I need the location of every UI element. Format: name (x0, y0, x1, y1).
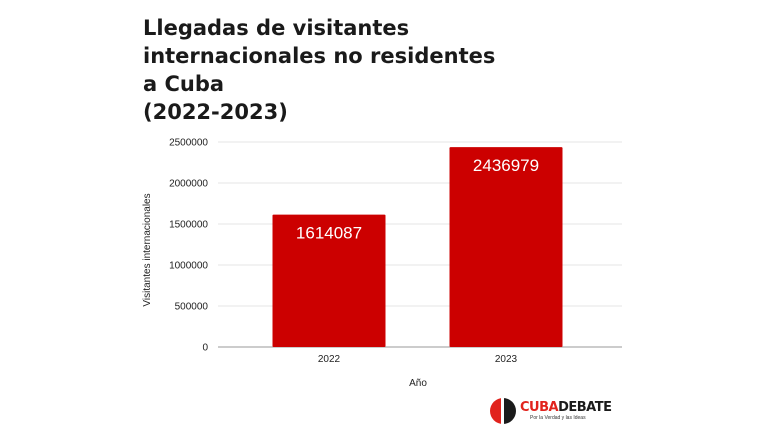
y-axis-label: Visitantes internacionales (142, 193, 153, 306)
y-tick-labels: 0 500000 1000000 1500000 2000000 2500000 (169, 138, 208, 354)
y-tick-label: 1000000 (169, 261, 208, 272)
x-tick-label: 2022 (318, 354, 341, 365)
y-tick-label: 2000000 (169, 179, 208, 190)
data-label-2023: 2436979 (473, 156, 539, 175)
bar-2022 (272, 214, 386, 347)
logo-part1: CUBA (520, 399, 559, 415)
x-tick-labels: 2022 2023 (318, 354, 518, 365)
chart-title: Llegadas de visitantes internacionales n… (143, 14, 503, 126)
logo-tagline: Por la Verdad y las Ideas (530, 414, 586, 421)
x-tick-label: 2023 (495, 354, 518, 365)
y-tick-label: 2500000 (169, 138, 208, 149)
y-tick-label: 500000 (175, 302, 209, 313)
title-line-2: internacionales no residentes a Cuba (143, 44, 496, 96)
x-axis-label: Año (409, 378, 427, 389)
bar-2023 (449, 147, 563, 347)
data-label-2022: 1614087 (296, 224, 362, 243)
y-tick-label: 1500000 (169, 220, 208, 231)
cubadebate-logo: CUBADEBATE Por la Verdad y las Ideas (490, 398, 612, 424)
title-line-3: (2022-2023) (143, 100, 288, 124)
title-line-1: Llegadas de visitantes (143, 16, 410, 40)
y-tick-label: 0 (202, 343, 208, 354)
logo-mark-icon (490, 398, 516, 424)
bars: 1614087 2436979 (272, 147, 563, 347)
logo-part2: DEBATE (558, 399, 612, 415)
